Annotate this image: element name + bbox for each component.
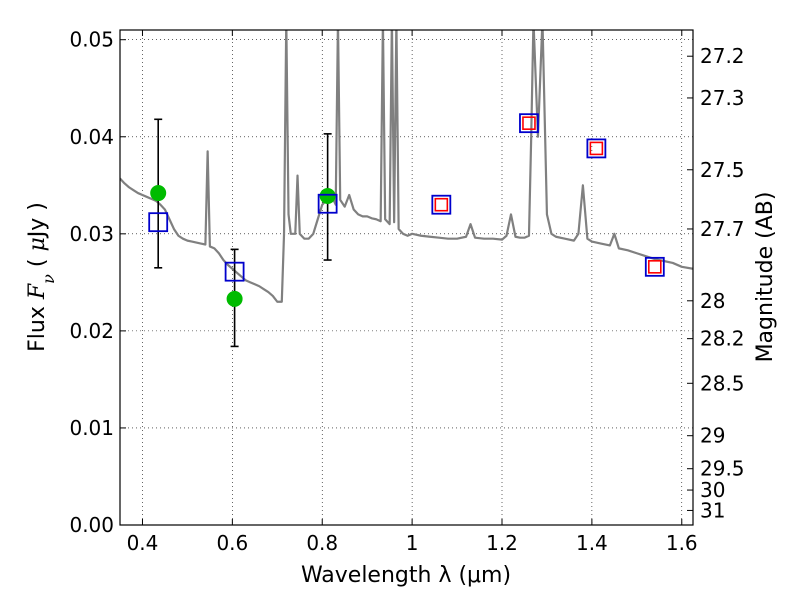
y2-tick-label: 30 [700, 478, 725, 502]
x-tick-label: 0.8 [306, 531, 338, 555]
y-axis-label-subscript: ν [39, 274, 58, 284]
model-photometry-square [148, 212, 169, 233]
model-photometry-inner-square [647, 260, 662, 274]
y-tick-label: 0.02 [69, 319, 114, 343]
model-photometry-square [644, 256, 665, 277]
model-photometry-square [431, 194, 452, 215]
y-axis-label-mu: μ [25, 237, 50, 251]
observed-point [226, 290, 243, 307]
model-photometry-square [586, 138, 607, 159]
y-tick-label: 0.03 [69, 222, 114, 246]
x-axis-label: Wavelength λ (μm) [301, 563, 511, 588]
y-axis-label-prefix: Flux [25, 299, 50, 352]
y-axis-label-open: ( [25, 252, 50, 275]
y-axis-label-unit: Jy ) [25, 202, 50, 239]
y-axis-ticks: 0.00 0.01 0.02 0.03 0.04 0.05 [69, 28, 126, 537]
model-photometry-square [317, 193, 338, 214]
y-tick-label: 0.01 [69, 416, 114, 440]
x-tick-label: 0.4 [127, 531, 159, 555]
observed-point [150, 185, 167, 202]
x-tick-label: 1 [406, 531, 419, 555]
y2-tick-label: 27.7 [700, 217, 745, 241]
y2-tick-label: 29 [700, 424, 725, 448]
y2-tick-label: 27.2 [700, 44, 745, 68]
model-photometry-inner-square [522, 116, 536, 130]
y-axis-label: Flux Fν ( μJy ) [25, 202, 58, 352]
y2-tick-label: 29.5 [700, 457, 745, 481]
model-photometry-inner-square [434, 197, 449, 212]
grid-lines [120, 30, 693, 525]
x-tick-label: 1.2 [486, 531, 518, 555]
x-tick-label: 1.6 [666, 531, 698, 555]
x-axis-ticks: 0.4 0.6 0.8 1 1.2 1.4 1.6 [127, 30, 698, 555]
y2-tick-label: 31 [700, 498, 725, 522]
plot-frame [119, 29, 694, 526]
plot-content [120, 30, 693, 348]
model-photometry-square [224, 261, 245, 282]
y-tick-label: 0.04 [69, 125, 114, 149]
y-tick-label: 0.00 [69, 513, 114, 537]
y2-tick-label: 28 [700, 289, 725, 313]
observed-point [319, 187, 336, 204]
x-tick-label: 0.6 [216, 531, 248, 555]
model-photometry-square [519, 113, 539, 134]
y-tick-label: 0.05 [69, 28, 114, 52]
model-photometry-inner-square [589, 141, 604, 156]
y2-tick-label: 28.2 [700, 327, 745, 351]
x-tick-label: 1.4 [576, 531, 608, 555]
y2-tick-label: 28.5 [700, 371, 745, 395]
y2-tick-label: 27.5 [700, 158, 745, 182]
sed-model-line [120, 30, 693, 303]
y2-axis-label: Magnitude (AB) [753, 192, 778, 363]
y2-tick-label: 27.3 [700, 86, 745, 110]
y-axis-label-symbol: F [25, 283, 50, 300]
